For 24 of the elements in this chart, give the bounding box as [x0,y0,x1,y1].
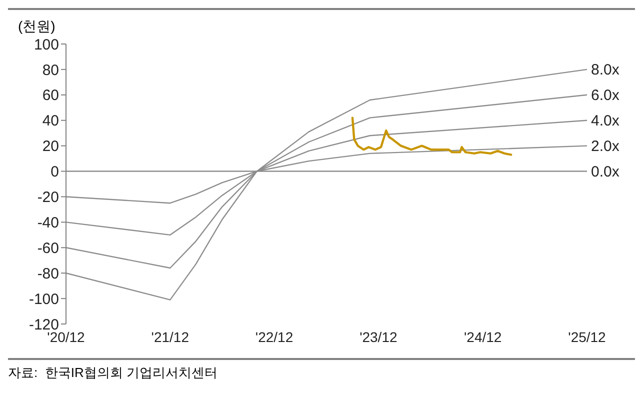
series-label: 0.0x [591,163,620,180]
series-label: 6.0x [591,86,620,104]
y-tick-label: -100 [28,290,59,308]
x-tick-label: '23/12 [360,328,398,345]
series-label: 8.0x [591,61,620,78]
x-tick-label: '22/12 [255,328,294,345]
y-axis-title: (천원) [18,18,56,36]
y-tick-label: 40 [42,112,59,130]
y-tick-label: 60 [42,87,59,104]
y-tick-label: -40 [37,214,59,232]
y-tick-label: -20 [37,189,59,206]
y-tick-label: -80 [37,265,59,282]
y-tick-label: -60 [37,240,59,257]
line-series [351,116,512,156]
y-tick-label: 20 [42,138,59,156]
text: 자료: 한국IR협의회 기업리서치센터 [8,364,218,382]
series-label: 2.0x [591,138,620,155]
x-tick-label: '21/12 [151,328,190,345]
series-label: 4.0x [591,112,620,130]
x-tick-label: '25/12 [568,328,606,345]
x-tick-label: '24/12 [464,328,502,345]
y-tick-label: 100 [34,36,59,54]
y-tick-label: 80 [42,62,59,79]
y-tick-label: 0 [50,164,59,181]
